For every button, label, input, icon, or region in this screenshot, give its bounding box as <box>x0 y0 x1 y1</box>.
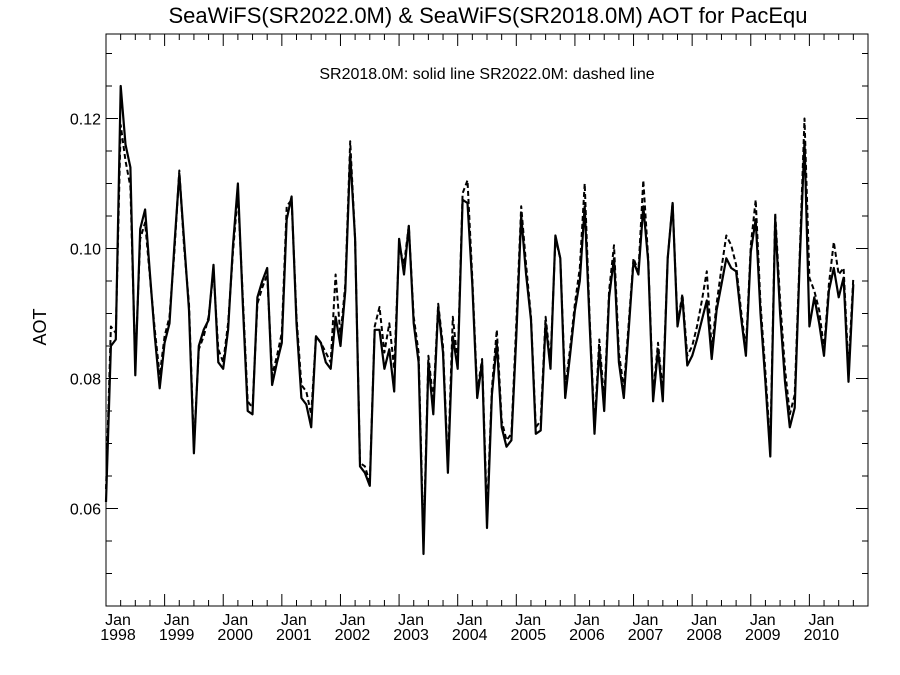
x-tick-year-label: 2009 <box>745 627 781 644</box>
x-tick-month-label: Jan <box>398 612 424 629</box>
y-axis-label: AOT <box>30 308 50 345</box>
series-line-sr2018-solid <box>104 84 855 556</box>
y-tick-label: 0.12 <box>70 112 101 129</box>
x-tick-month-label: Jan <box>457 612 483 629</box>
x-tick-year-label: 2006 <box>569 627 605 644</box>
x-axis-ticks: Jan1998Jan1999Jan2000Jan2001Jan2002Jan20… <box>100 34 854 644</box>
y-axis-ticks: 0.06 0.08 0.10 0.12 <box>70 53 868 574</box>
x-tick-month-label: Jan <box>340 612 366 629</box>
x-tick-month-label: Jan <box>750 612 776 629</box>
x-tick-year-label: 1998 <box>100 627 136 644</box>
x-tick-year-label: 1999 <box>159 627 195 644</box>
x-tick-year-label: 2007 <box>628 627 664 644</box>
series-layer <box>104 84 855 556</box>
series-line-sr2022-dashed <box>105 117 855 546</box>
line-style-note: SR2018.0M: solid line SR2022.0M: dashed … <box>319 66 654 83</box>
x-tick-month-label: Jan <box>105 612 131 629</box>
x-tick-year-label: 2001 <box>276 627 312 644</box>
x-tick-year-label: 2005 <box>511 627 547 644</box>
chart-title: SeaWiFS(SR2022.0M) & SeaWiFS(SR2018.0M) … <box>168 3 807 28</box>
x-tick-month-label: Jan <box>691 612 717 629</box>
x-tick-month-label: Jan <box>164 612 190 629</box>
x-tick-year-label: 2002 <box>335 627 371 644</box>
x-tick-month-label: Jan <box>633 612 659 629</box>
y-tick-label: 0.08 <box>70 372 101 389</box>
x-tick-month-label: Jan <box>281 612 307 629</box>
x-tick-month-label: Jan <box>808 612 834 629</box>
x-tick-month-label: Jan <box>574 612 600 629</box>
y-tick-label: 0.06 <box>70 502 101 519</box>
x-tick-year-label: 2004 <box>452 627 488 644</box>
x-tick-month-label: Jan <box>515 612 541 629</box>
x-tick-year-label: 2003 <box>393 627 429 644</box>
x-tick-year-label: 2008 <box>686 627 722 644</box>
x-tick-month-label: Jan <box>222 612 248 629</box>
x-tick-year-label: 2000 <box>217 627 253 644</box>
x-tick-year-label: 2010 <box>804 627 840 644</box>
y-tick-label: 0.10 <box>70 242 101 259</box>
